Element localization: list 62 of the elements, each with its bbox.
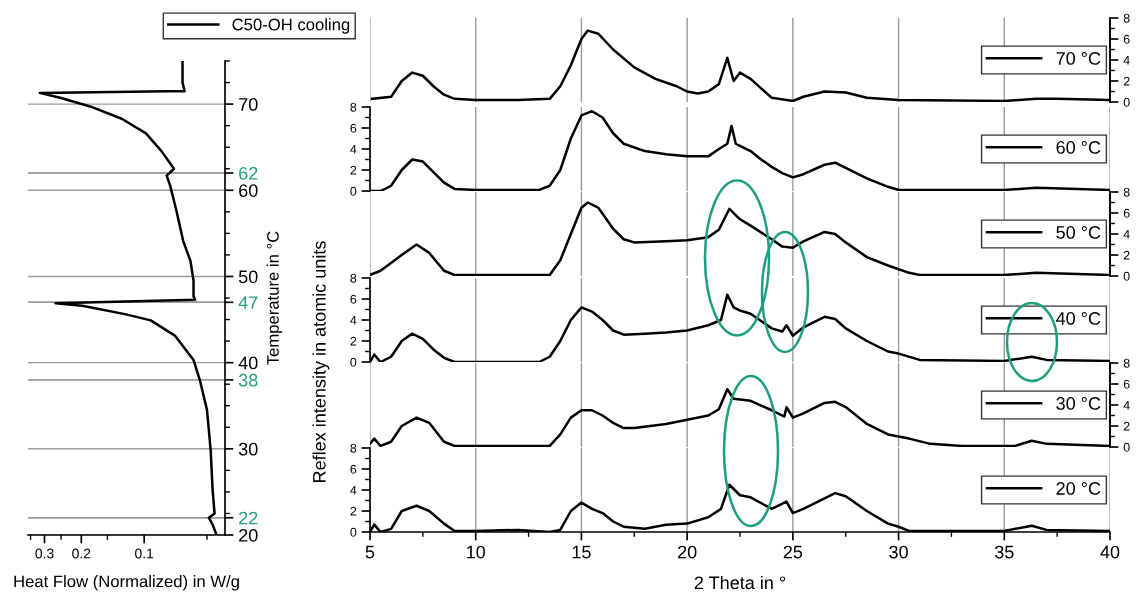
y-axis-title: Temperature in °C — [266, 231, 283, 365]
y-tick-label: 8 — [350, 443, 357, 453]
y2-tick-label: 2 — [1123, 250, 1130, 260]
y2-tick-label: 2 — [1123, 421, 1130, 431]
y-tick-label: 8 — [350, 273, 357, 283]
ref-line-label: 47 — [238, 296, 258, 309]
x-axis-title: Heat Flow (Normalized) in W/g — [14, 575, 239, 591]
x-tick-label: 0.3 — [35, 548, 54, 559]
x-tick-label: 30 — [889, 545, 908, 559]
x-tick-label: 25 — [783, 545, 803, 559]
legend-label: 30 °C — [1056, 397, 1101, 410]
y-tick-label: 2 — [350, 165, 357, 175]
x-tick-label: 20 — [678, 545, 697, 559]
ref-line-label: 38 — [238, 373, 258, 387]
series-label: 20 °C — [1056, 482, 1101, 495]
y2-tick-label: 0 — [1123, 271, 1130, 281]
legend-label: 70 °C — [1056, 52, 1101, 65]
y2-tick-label: 8 — [1123, 187, 1130, 197]
y2-tick-label: 4 — [1123, 55, 1130, 65]
y-tick-label: 6 — [350, 123, 357, 133]
x-tick-label: 5 — [365, 545, 375, 559]
y-tick-label: 2 — [350, 506, 357, 516]
x-axis-title: 2 Theta in ° — [694, 575, 786, 590]
ref-line-label: 62 — [239, 166, 258, 180]
y2-tick-label: 8 — [1123, 358, 1130, 368]
y-tick-label: 4 — [350, 144, 357, 154]
y2-tick-label: 6 — [1123, 34, 1130, 44]
series-label: 60 °C — [1056, 141, 1101, 154]
y-tick-label: 4 — [350, 485, 357, 495]
y-tick-label: 40 — [238, 356, 258, 370]
x-tick-label: 10 — [467, 545, 486, 559]
y2-tick-label: 2 — [1123, 76, 1130, 86]
y2-tick-label: 0 — [1123, 442, 1130, 452]
y-tick-label: 8 — [350, 102, 357, 112]
y-tick-label: 4 — [350, 315, 357, 325]
x-tick-label: 40 — [1100, 545, 1120, 559]
x-tick-label: 0.1 — [135, 548, 154, 559]
y-tick-label: 6 — [350, 464, 357, 474]
y-tick-label: 0 — [350, 527, 357, 537]
y-tick-label: 50 — [238, 270, 258, 284]
y-tick-label: 0 — [350, 186, 357, 196]
series-label: 40 °C — [1056, 312, 1101, 325]
y2-tick-label: 8 — [1123, 13, 1130, 23]
y2-tick-label: 4 — [1123, 229, 1130, 239]
y-tick-label: 6 — [350, 294, 357, 304]
y-tick-label: 2 — [350, 336, 357, 346]
y-tick-label: 0 — [350, 357, 357, 367]
y-axis-title: Reflex intensity in atomic units — [312, 241, 330, 482]
legend-label: C50-OH cooling — [232, 18, 350, 34]
y-tick-label: 20 — [239, 528, 258, 542]
y2-tick-label: 6 — [1123, 208, 1130, 218]
ref-line-label: 22 — [239, 511, 258, 525]
legend-label: 50 °C — [1056, 226, 1101, 239]
y-tick-label: 30 — [238, 442, 258, 456]
x-tick-label: 15 — [572, 545, 591, 559]
y-tick-label: 60 — [239, 184, 258, 197]
y2-tick-label: 6 — [1123, 379, 1130, 389]
y-tick-label: 70 — [239, 98, 258, 111]
x-tick-label: 0.2 — [72, 548, 91, 559]
x-tick-label: 35 — [994, 545, 1014, 559]
y2-tick-label: 0 — [1123, 97, 1130, 107]
y2-tick-label: 4 — [1123, 400, 1130, 410]
